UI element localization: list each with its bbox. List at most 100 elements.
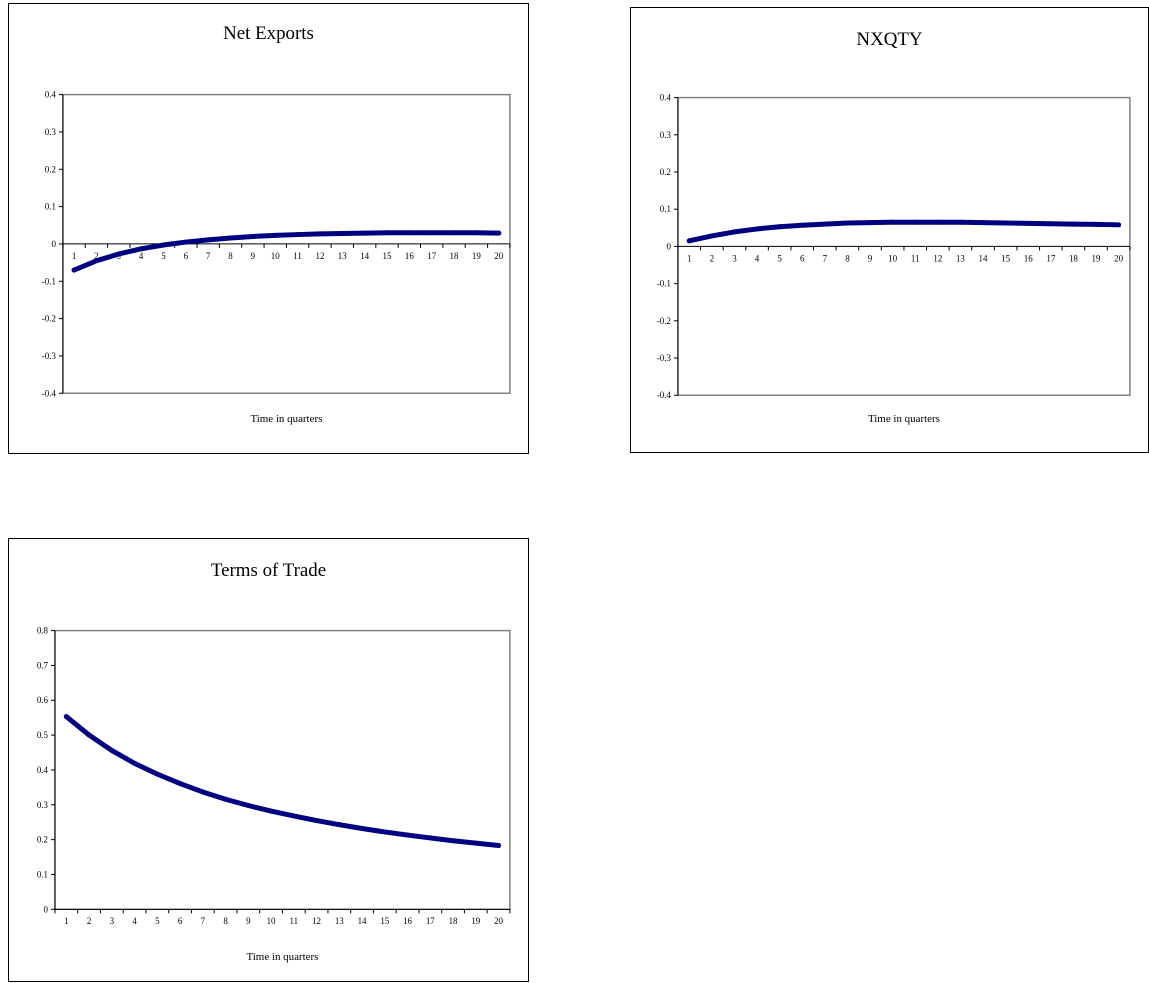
net-exports-x-tick-label: 10: [271, 251, 280, 261]
net-exports-x-tick-label: 19: [472, 251, 481, 261]
terms-of-trade-y-tick-label: 0.1: [37, 869, 48, 879]
nxqty-x-tick-label: 3: [732, 253, 737, 263]
net-exports-data-point: [138, 246, 144, 252]
nxqty-y-tick-label: -0.2: [657, 316, 671, 326]
net-exports-x-tick-label: 1: [72, 251, 76, 261]
nxqty-x-tick-label: 4: [755, 253, 760, 263]
terms-of-trade-data-point: [291, 813, 297, 819]
nxqty-data-point: [777, 224, 783, 230]
nxqty-data-point: [935, 219, 941, 225]
nxqty-x-tick-label: 15: [1001, 253, 1010, 263]
net-exports-x-tick-label: 7: [206, 251, 211, 261]
nxqty-x-tick-label: 7: [823, 253, 828, 263]
terms-of-trade-x-tick-label: 2: [87, 916, 91, 926]
terms-of-trade-chart-title: Terms of Trade: [211, 560, 326, 581]
net-exports-y-tick-label: 0.2: [45, 164, 56, 174]
net-exports-x-tick-label: 4: [139, 251, 144, 261]
net-exports-x-tick-label: 14: [360, 251, 369, 261]
nxqty-data-point: [1003, 220, 1009, 226]
net-exports-data-point: [228, 235, 234, 241]
terms-of-trade-data-point: [86, 732, 92, 738]
net-exports-chart-svg: Net Exports 0.4 0.3 0.2 0.1 0 -0.1 -0.2 -0.3 -0.4…: [42, 23, 511, 425]
terms-of-trade-x-tick-label: 19: [471, 916, 480, 926]
nxqty-x-axis-title: Time in quarters: [868, 413, 940, 425]
net-exports-series-line: [71, 230, 502, 273]
nxqty-x-tick-label: 1: [687, 253, 691, 263]
nxqty-data-point: [867, 220, 873, 226]
terms-of-trade-x-tick-label: 16: [403, 916, 412, 926]
terms-of-trade-x-tick-label: 11: [290, 916, 299, 926]
nxqty-data-point: [1093, 221, 1099, 227]
nxqty-y-tick-label: 0.4: [660, 93, 672, 103]
net-exports-data-point: [339, 230, 345, 236]
net-exports-data-point: [317, 231, 323, 237]
nxqty-x-tick-label: 18: [1069, 253, 1078, 263]
net-exports-y-tick-label: -0.1: [42, 276, 56, 286]
terms-of-trade-data-point: [336, 822, 342, 828]
nxqty-data-point: [957, 219, 963, 225]
net-exports-y-tick-label: -0.3: [42, 351, 57, 361]
terms-of-trade-plot-area: [54, 629, 511, 911]
net-exports-data-point: [250, 233, 256, 239]
nxqty-x-tick-label: 9: [868, 253, 873, 263]
nxqty-x-tick-label: 2: [710, 253, 714, 263]
terms-of-trade-x-tick-label: 13: [335, 916, 344, 926]
net-exports-data-point: [429, 230, 435, 236]
terms-of-trade-x-tick-label: 5: [155, 916, 160, 926]
terms-of-trade-x-tick-label: 18: [449, 916, 458, 926]
nxqty-chart: NXQTY 0.4 0.3 0.2 0.1 0 -0.1 -0.2 -0.3 -0.4 1 2 3 4 5 6…: [630, 7, 1149, 453]
terms-of-trade-x-tick-label: 8: [223, 916, 228, 926]
terms-of-trade-series-line: [63, 714, 502, 849]
nxqty-data-point: [1025, 220, 1031, 226]
nxqty-chart-title: NXQTY: [856, 29, 923, 50]
nxqty-data-point: [1048, 221, 1054, 227]
terms-of-trade-data-point: [405, 832, 411, 838]
nxqty-data-point: [1116, 222, 1122, 228]
nxqty-x-tick-label: 19: [1092, 253, 1101, 263]
net-exports-y-tick-label: 0.3: [45, 127, 57, 137]
nxqty-x-tick-label: 17: [1046, 253, 1055, 263]
net-exports-chart: Net Exports 0.4 0.3 0.2 0.1 0 -0.1 -0.2 -0.3 -0.4…: [8, 3, 529, 454]
nxqty-y-tick-label: -0.1: [657, 279, 671, 289]
net-exports-data-point: [205, 237, 211, 243]
net-exports-data-point: [362, 230, 368, 236]
terms-of-trade-x-tick-label: 20: [494, 916, 503, 926]
net-exports-data-point: [451, 230, 457, 236]
terms-of-trade-y-tick-label: 0.4: [37, 765, 49, 775]
nxqty-x-tick-label: 5: [777, 253, 782, 263]
net-exports-data-point: [183, 239, 189, 245]
terms-of-trade-data-point: [382, 829, 388, 835]
net-exports-x-axis-title: Time in quarters: [250, 413, 322, 425]
net-exports-x-tick-label: 5: [161, 251, 166, 261]
nxqty-x-tick-label: 8: [845, 253, 850, 263]
net-exports-y-tick-label: 0: [51, 239, 56, 249]
terms-of-trade-data-point: [268, 808, 274, 814]
net-exports-data-point: [496, 230, 502, 236]
net-exports-chart-title: Net Exports: [223, 23, 314, 44]
nxqty-y-tick-label: 0.2: [660, 167, 671, 177]
nxqty-x-tick-label: 11: [911, 253, 920, 263]
net-exports-data-point: [116, 251, 122, 257]
nxqty-y-tick-label: 0.1: [660, 204, 671, 214]
net-exports-x-tick-label: 9: [251, 251, 256, 261]
net-exports-data-point: [71, 267, 77, 273]
terms-of-trade-data-point: [359, 826, 365, 831]
terms-of-trade-data-point: [473, 840, 479, 846]
terms-of-trade-x-tick-label: 12: [312, 916, 321, 926]
terms-of-trade-data-point: [450, 838, 456, 844]
nxqty-data-point: [731, 229, 737, 235]
net-exports-x-tick-label: 13: [338, 251, 347, 261]
nxqty-x-tick-label: 16: [1024, 253, 1033, 263]
net-exports-data-point: [384, 230, 390, 236]
nxqty-data-point: [709, 233, 715, 239]
net-exports-x-tick-label: 20: [494, 251, 503, 261]
nxqty-x-tick-label: 13: [956, 253, 965, 263]
net-exports-x-tick-label: 18: [450, 251, 459, 261]
nxqty-data-point: [912, 219, 918, 225]
net-exports-x-tick-label: 8: [228, 251, 233, 261]
net-exports-x-tick-label: 11: [293, 251, 302, 261]
net-exports-data-point: [272, 232, 278, 238]
terms-of-trade-y-tick-label: 0.2: [37, 835, 48, 845]
nxqty-x-tick-label: 14: [979, 253, 988, 263]
terms-of-trade-x-tick-label: 15: [380, 916, 389, 926]
